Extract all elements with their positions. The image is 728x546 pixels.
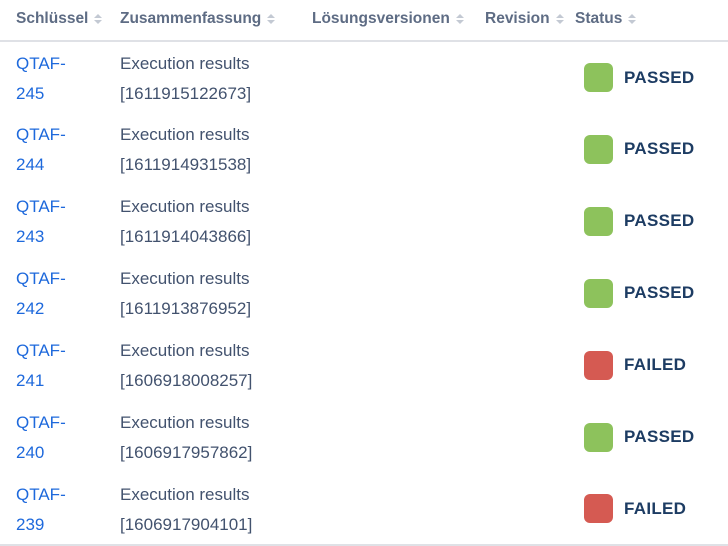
status-label: PASSED (624, 211, 695, 230)
revision-cell (469, 41, 559, 113)
status-badge: PASSED (584, 422, 728, 452)
status-badge: PASSED (584, 63, 728, 93)
fix-versions-cell (296, 113, 469, 185)
issue-key-link[interactable]: QTAF-243 (16, 197, 66, 246)
fix-versions-cell (296, 257, 469, 329)
fix-versions-cell (296, 185, 469, 257)
table-row: QTAF-243 Execution results [161191404386… (0, 185, 728, 257)
column-header-status[interactable]: Status (559, 0, 728, 42)
issue-key-link[interactable]: QTAF-240 (16, 413, 66, 462)
status-badge: PASSED (584, 278, 728, 308)
issue-key-link[interactable]: QTAF-242 (16, 269, 66, 318)
status-label: PASSED (624, 427, 695, 446)
issue-summary: Execution results [1611914931538] (120, 125, 252, 174)
issue-key-link[interactable]: QTAF-244 (16, 125, 66, 174)
status-badge: PASSED (584, 134, 728, 164)
sort-icon[interactable] (628, 14, 637, 24)
table-header-row: Schlüssel Zusammenfassung Lösungsversion… (0, 0, 728, 42)
table-row: QTAF-241 Execution results [160691800825… (0, 329, 728, 401)
revision-cell (469, 113, 559, 185)
table-row: QTAF-244 Execution results [161191493153… (0, 113, 728, 185)
sort-icon[interactable] (555, 14, 564, 24)
status-badge: FAILED (584, 494, 728, 524)
fix-versions-cell (296, 329, 469, 401)
issue-key-link[interactable]: QTAF-241 (16, 341, 66, 390)
status-cell: PASSED (559, 185, 728, 257)
fix-versions-cell (296, 473, 469, 546)
column-header-summary[interactable]: Zusammenfassung (104, 0, 296, 42)
status-cell: PASSED (559, 401, 728, 473)
column-header-key-label: Schlüssel (16, 10, 89, 27)
status-label: PASSED (624, 139, 695, 158)
status-color-swatch-icon (584, 206, 613, 236)
status-label: PASSED (624, 67, 695, 87)
issue-summary: Execution results [1606917957862] (120, 413, 253, 462)
status-badge: PASSED (584, 206, 728, 236)
table-row: QTAF-242 Execution results [161191387695… (0, 257, 728, 329)
status-badge: FAILED (584, 350, 728, 380)
status-label: FAILED (624, 355, 687, 374)
fix-versions-cell (296, 401, 469, 473)
column-header-revision[interactable]: Revision (469, 0, 564, 42)
status-color-swatch-icon (584, 278, 613, 308)
status-color-swatch-icon (584, 134, 613, 164)
status-cell: PASSED (559, 41, 728, 113)
column-header-key[interactable]: Schlüssel (0, 0, 104, 42)
status-cell: FAILED (559, 473, 728, 546)
status-color-swatch-icon (584, 494, 613, 523)
issue-key-link[interactable]: QTAF-245 (16, 54, 66, 103)
table-row: QTAF-239 Execution results [160691790410… (0, 473, 728, 546)
revision-cell (469, 257, 559, 329)
fix-versions-cell (296, 41, 469, 113)
status-cell: PASSED (559, 257, 728, 329)
sort-icon[interactable] (94, 14, 103, 24)
sort-icon[interactable] (267, 14, 276, 24)
issue-summary: Execution results [1611913876952] (120, 269, 252, 318)
revision-cell (469, 401, 559, 473)
status-cell: PASSED (559, 113, 728, 185)
status-color-swatch-icon (584, 350, 613, 380)
column-header-status-label: Status (575, 10, 623, 27)
column-header-fix-versions-label: Lösungsversionen (312, 10, 450, 27)
status-color-swatch-icon (584, 422, 613, 452)
issue-key-link[interactable]: QTAF-239 (16, 485, 66, 534)
status-cell: FAILED (559, 329, 728, 401)
issue-summary: Execution results [1606918008257] (120, 341, 253, 390)
column-header-revision-label: Revision (485, 10, 550, 27)
status-label: FAILED (624, 498, 687, 518)
column-header-fix-versions[interactable]: Lösungsversionen (296, 0, 469, 42)
revision-cell (469, 185, 559, 257)
issue-summary: Execution results [1611914043866] (120, 197, 252, 246)
revision-cell (469, 329, 559, 401)
column-header-summary-label: Zusammenfassung (120, 10, 262, 27)
issue-summary: Execution results [1611915122673] (120, 54, 252, 103)
revision-cell (469, 473, 559, 546)
issue-summary: Execution results [1606917904101] (104, 473, 296, 546)
status-color-swatch-icon (584, 63, 613, 92)
status-label: PASSED (624, 283, 695, 302)
table-row: QTAF-245 Execution results [161191512267… (0, 41, 728, 113)
sort-icon[interactable] (455, 14, 464, 24)
table-row: QTAF-240 Execution results [160691795786… (0, 401, 728, 473)
